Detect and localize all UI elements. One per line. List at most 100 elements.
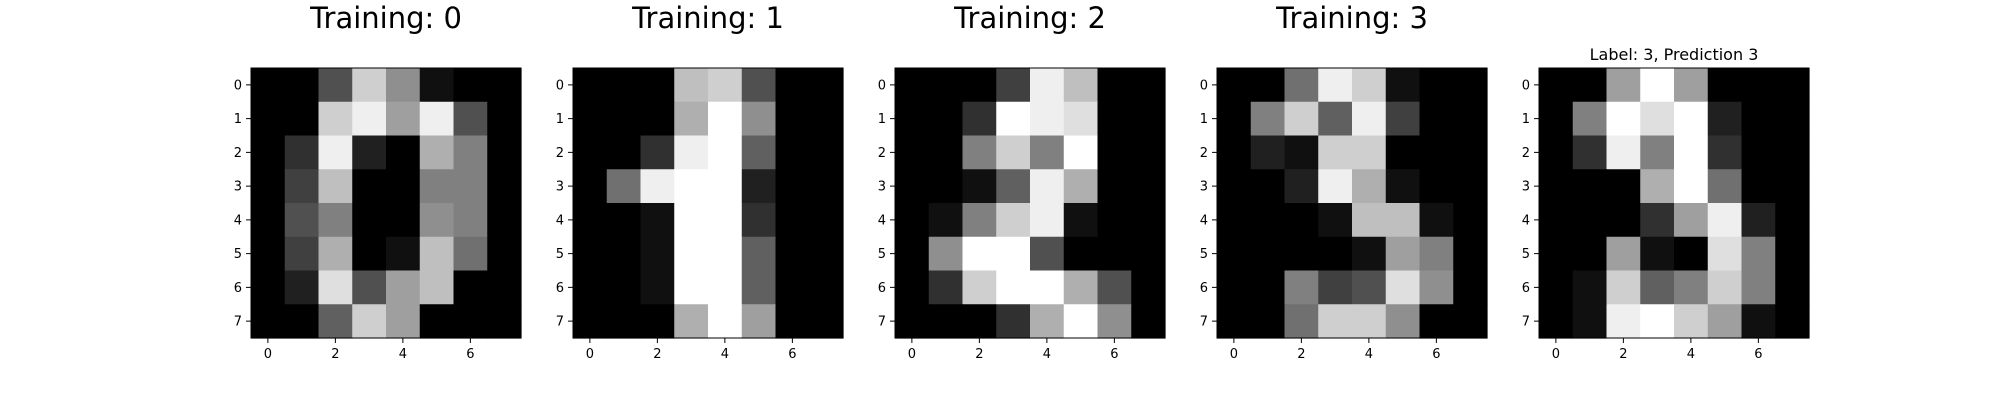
pixel-cell — [1419, 135, 1454, 170]
x-tick-label: 2 — [1619, 347, 1627, 362]
pixel-cell — [1674, 135, 1709, 170]
pixel-cell — [1131, 68, 1166, 103]
x-tick-label: 6 — [1432, 347, 1440, 362]
pixel-cell — [1707, 236, 1743, 272]
pixel-cell — [1741, 304, 1776, 339]
pixel-cell — [741, 304, 777, 339]
pixel-cell — [996, 135, 1031, 170]
pixel-cell — [573, 270, 608, 305]
pixel-cell — [1572, 135, 1608, 170]
pixel-cell — [1775, 304, 1810, 339]
pixel-cell — [606, 270, 642, 305]
x-tick-label: 2 — [975, 347, 983, 362]
pixel-cell — [1640, 270, 1675, 305]
pixel-cell — [809, 101, 844, 137]
pixel-cell — [1131, 270, 1166, 305]
axes-frame — [894, 67, 1166, 339]
pixel-cell — [1640, 236, 1675, 272]
y-tick-label: 7 — [556, 315, 564, 330]
pixel-cell — [573, 101, 608, 137]
axes-frame — [1538, 67, 1810, 339]
pixel-cell — [487, 101, 522, 137]
pixel-cell — [1572, 304, 1608, 339]
pixel-cell — [573, 135, 608, 170]
pixel-cell — [318, 169, 353, 204]
pixel-cell — [352, 270, 387, 305]
pixel-cell — [962, 203, 997, 238]
pixel-cell — [1063, 68, 1099, 103]
panels: Training: 0 0 2 4 6 0 1 2 3 4 5 6 7 Training: 1 0 2 4 6 0 1… — [234, 1, 1810, 362]
pixel-cell — [1539, 203, 1574, 238]
pixel-cell — [775, 304, 810, 339]
pixel-cell — [1453, 169, 1488, 204]
x-tick-label: 4 — [399, 347, 407, 362]
panel-title: Training: 2 — [953, 1, 1106, 35]
pixel-cell — [1097, 68, 1132, 103]
pixel-cell — [318, 68, 353, 103]
pixel-cell — [1741, 203, 1776, 238]
pixel-cell — [1217, 270, 1252, 305]
pixel-cell — [1217, 68, 1252, 103]
pixel-cell — [386, 236, 421, 272]
pixel-cell — [1775, 135, 1810, 170]
pixel-cell — [962, 135, 997, 170]
pixel-cell — [1284, 135, 1319, 170]
pixel-cell — [284, 101, 320, 137]
pixel-cell — [606, 135, 642, 170]
y-tick-label: 1 — [878, 112, 886, 127]
pixel-cell — [284, 203, 320, 238]
pixel-cell — [1352, 169, 1387, 204]
pixel-cell — [741, 68, 777, 103]
pixel-cell — [1217, 135, 1252, 170]
y-tick-label: 4 — [234, 213, 242, 228]
pixel-cell — [1030, 169, 1065, 204]
pixel-cell — [318, 203, 353, 238]
pixel-cell — [487, 270, 522, 305]
pixel-cell — [1250, 236, 1286, 272]
pixel-cell — [775, 68, 810, 103]
pixel-cell — [640, 236, 675, 272]
y-tick-label: 6 — [1522, 281, 1530, 296]
pixel-cell — [1385, 304, 1421, 339]
pixel-cell — [962, 169, 997, 204]
pixel-cell — [419, 203, 455, 238]
pixel-cell — [419, 304, 455, 339]
pixel-cell — [996, 304, 1031, 339]
pixel-cell — [1640, 101, 1675, 137]
pixel-cell — [1419, 236, 1454, 272]
pixel-cell — [251, 236, 286, 272]
pixel-cell — [1741, 101, 1776, 137]
pixel-cell — [1217, 203, 1252, 238]
pixel-cell — [1131, 169, 1166, 204]
pixel-cell — [1640, 304, 1675, 339]
pixel-cell — [1572, 203, 1608, 238]
pixel-cell — [1284, 236, 1319, 272]
pixel-cell — [928, 135, 964, 170]
pixel-cell — [453, 270, 488, 305]
pixel-cell — [1131, 101, 1166, 137]
pixel-cell — [1572, 101, 1608, 137]
pixel-cell — [487, 203, 522, 238]
pixel-cell — [1453, 203, 1488, 238]
pixel-cell — [1707, 68, 1743, 103]
pixel-cell — [1097, 101, 1132, 137]
y-tick-label: 2 — [1200, 146, 1208, 161]
pixel-cell — [352, 236, 387, 272]
pixel-cell — [1030, 68, 1065, 103]
pixel-cell — [453, 101, 488, 137]
pixel-cell — [1284, 101, 1319, 137]
panel-title: Label: 3, Prediction 3 — [1590, 45, 1759, 64]
y-tick-label: 4 — [1200, 213, 1208, 228]
pixel-cell — [419, 270, 455, 305]
pixel-cell — [573, 169, 608, 204]
pixel-cell — [1707, 101, 1743, 137]
x-tick-label: 2 — [331, 347, 339, 362]
pixel-cell — [1030, 304, 1065, 339]
pixel-cell — [1217, 304, 1252, 339]
pixel-cell — [928, 169, 964, 204]
pixel-cell — [1539, 169, 1574, 204]
pixel-cell — [487, 68, 522, 103]
pixel-cell — [352, 101, 387, 137]
pixel-cell — [606, 101, 642, 137]
y-tick-label: 3 — [878, 180, 886, 195]
